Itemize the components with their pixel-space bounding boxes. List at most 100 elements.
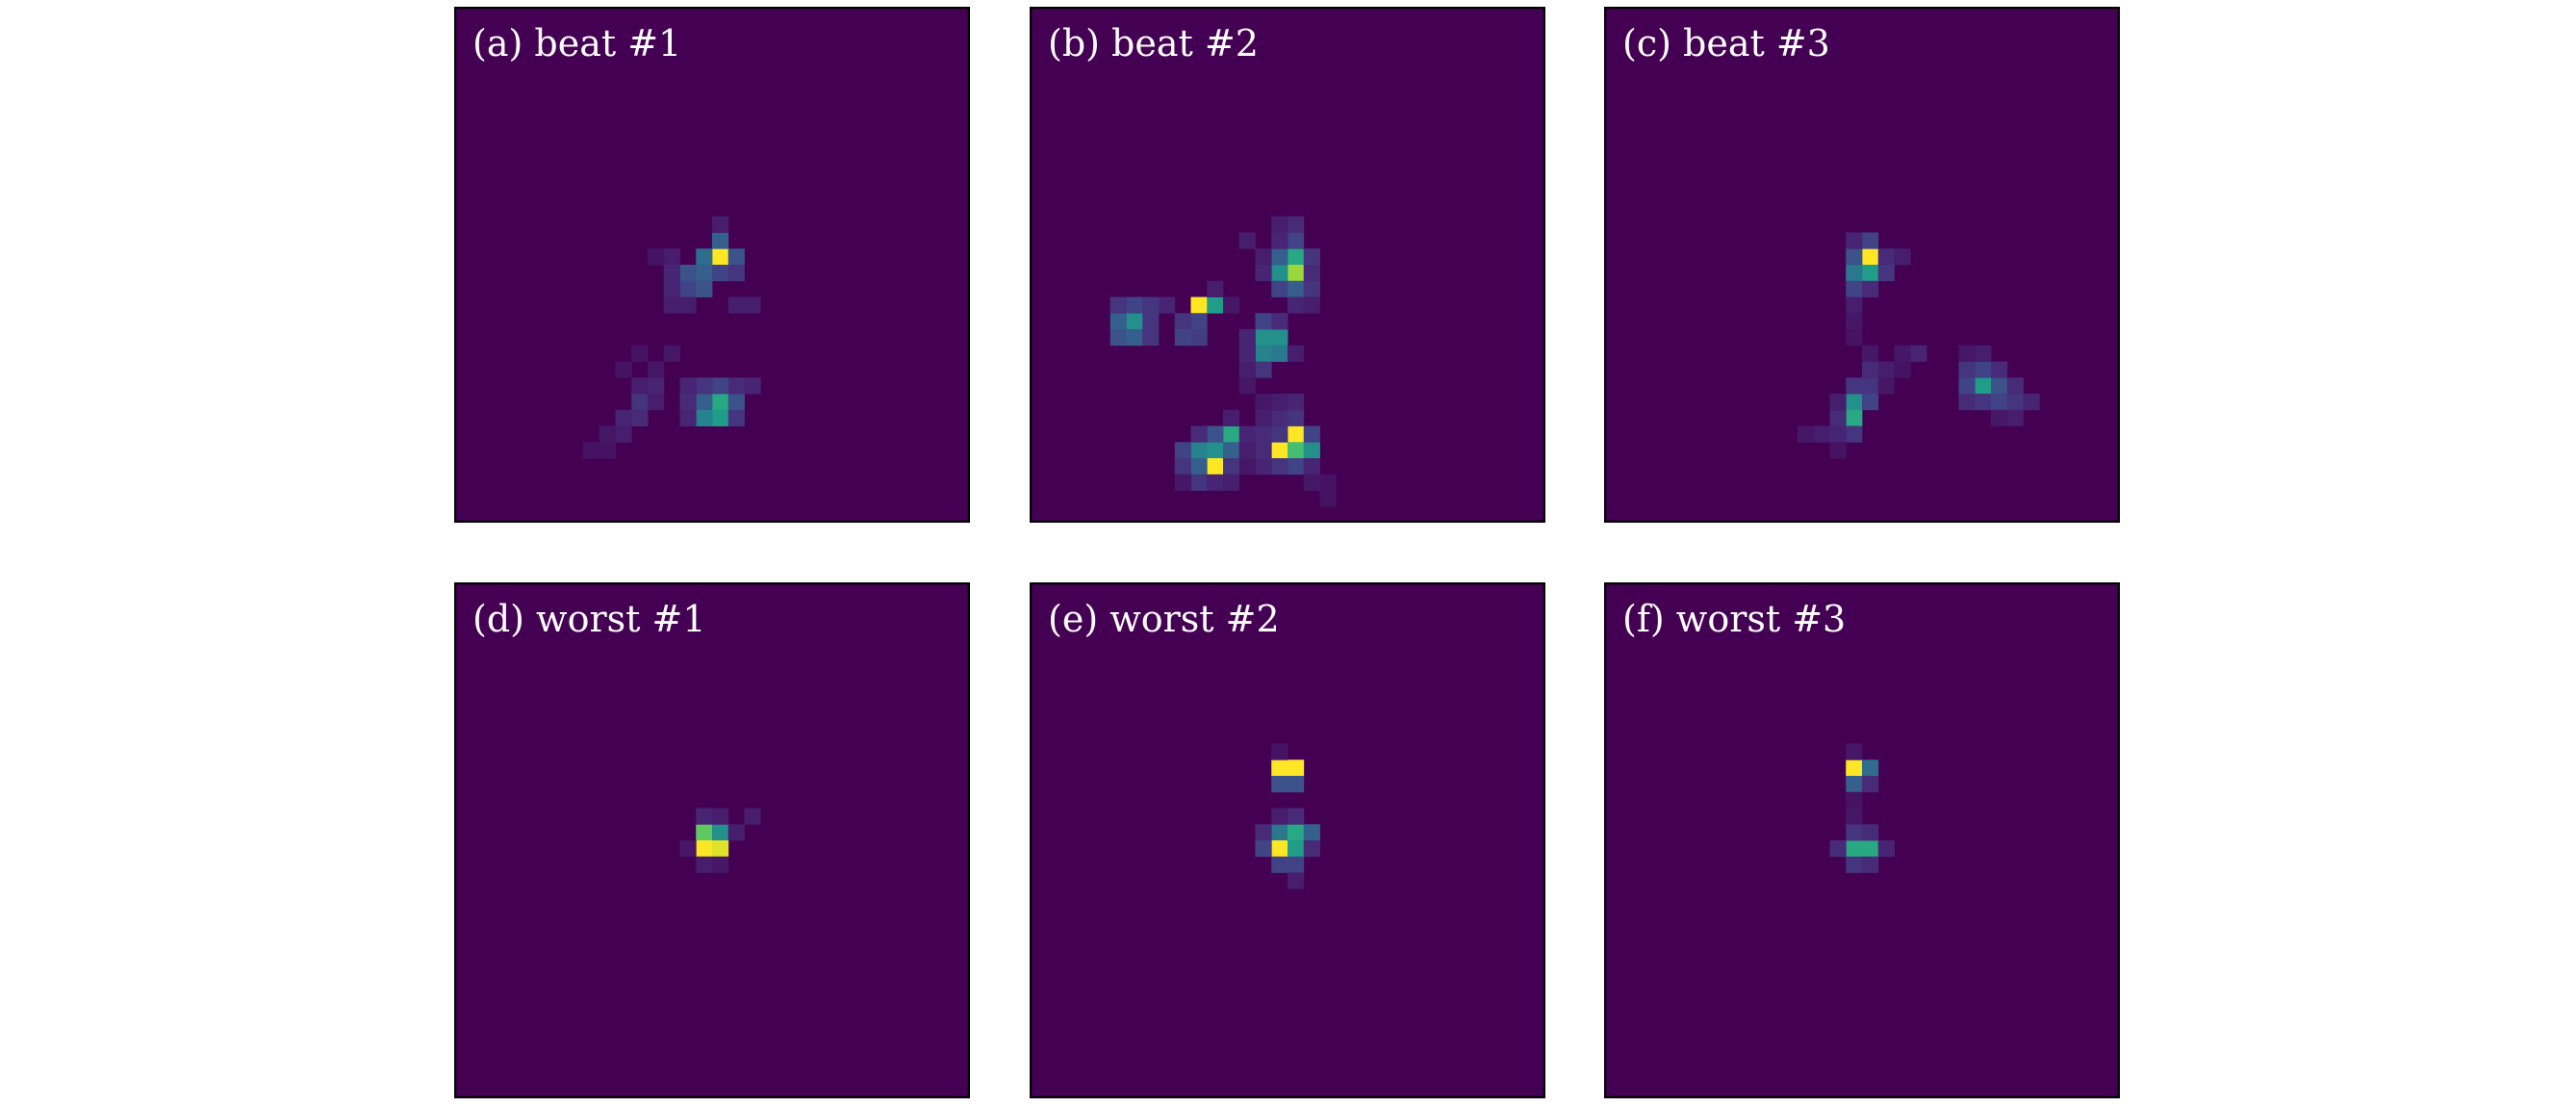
heatmap-cell: [1829, 409, 1847, 426]
heatmap-cell: [1862, 759, 1879, 777]
heatmap-cell: [663, 296, 680, 314]
heatmap-cell: [1829, 394, 1847, 411]
heatmap-cell: [599, 442, 616, 459]
heatmap-beat-3: [1604, 7, 2120, 523]
heatmap-cell: [727, 265, 745, 282]
heatmap-cell: [1846, 296, 1863, 314]
heatmap-cell: [679, 840, 697, 858]
heatmap-cell: [712, 248, 729, 266]
heatmap-cell: [696, 394, 713, 411]
heatmap-cell: [1288, 232, 1305, 249]
heatmap-cell: [1223, 296, 1240, 314]
heatmap-cell: [1190, 313, 1208, 330]
heatmap-cell: [727, 377, 745, 395]
heatmap-panel-worst-1: (d) worst #1: [454, 582, 970, 1098]
heatmap-cell: [1255, 248, 1272, 266]
heatmap-cell: [663, 280, 680, 297]
heatmap-cell: [1207, 474, 1224, 491]
heatmap-cell: [1975, 394, 1992, 411]
heatmap-cell: [1303, 265, 1320, 282]
heatmap-cell: [1288, 394, 1305, 411]
heatmap-cell: [648, 394, 665, 411]
heatmap-cell: [1190, 458, 1208, 476]
heatmap-cell: [1846, 791, 1863, 809]
plot-frame: [1604, 582, 2120, 1098]
heatmap-cell: [1958, 345, 1976, 362]
heatmap-cell: [1303, 474, 1320, 491]
heatmap-cell: [631, 345, 649, 362]
heatmap-cell: [1271, 232, 1288, 249]
heatmap-cell: [1862, 361, 1879, 378]
heatmap-cell: [696, 248, 713, 266]
heatmap-cell: [1288, 296, 1305, 314]
heatmap-cell: [1846, 824, 1863, 841]
heatmap-cell: [648, 361, 665, 378]
heatmap-cell: [1238, 425, 1256, 443]
heatmap-cell: [1288, 280, 1305, 297]
heatmap-cell: [1255, 409, 1272, 426]
heatmap-cell: [1894, 248, 1911, 266]
heatmap-cell: [712, 808, 729, 825]
heatmap-cell: [727, 824, 745, 841]
heatmap-cell: [1271, 840, 1288, 858]
heatmap-cell: [727, 409, 745, 426]
heatmap-cell: [1190, 442, 1208, 459]
heatmap-cell: [1829, 425, 1847, 443]
heatmap-cell: [615, 409, 632, 426]
heatmap-cell: [1142, 329, 1160, 347]
plot-frame: [1030, 7, 1545, 523]
heatmap-panel-worst-3: (f) worst #3: [1604, 582, 2120, 1098]
heatmap-cell: [663, 265, 680, 282]
heatmap-cell: [1223, 442, 1240, 459]
heatmap-panel-beat-2: (b) beat #2: [1030, 7, 1545, 523]
heatmap-cell: [1303, 458, 1320, 476]
heatmap-cell: [1238, 232, 1256, 249]
heatmap-cell: [1319, 474, 1337, 491]
heatmap-beat-2: [1030, 7, 1545, 523]
heatmap-cell: [1894, 345, 1911, 362]
heatmap-cell: [1271, 265, 1288, 282]
heatmap-cell: [1975, 361, 1992, 378]
heatmap-cell: [727, 248, 745, 266]
heatmap-cell: [1255, 265, 1272, 282]
heatmap-cell: [696, 824, 713, 841]
heatmap-cell: [1174, 329, 1191, 347]
heatmap-cell: [663, 248, 680, 266]
heatmap-cell: [1174, 474, 1191, 491]
heatmap-cell: [1958, 361, 1976, 378]
heatmap-cell: [1207, 442, 1224, 459]
plot-frame: [454, 582, 970, 1098]
heatmap-cell: [1126, 296, 1143, 314]
heatmap-cell: [1255, 824, 1272, 841]
heatmap-cell: [712, 394, 729, 411]
heatmap-cell: [712, 216, 729, 233]
heatmap-beat-1: [454, 7, 970, 523]
heatmap-cell: [1288, 248, 1305, 266]
heatmap-cell: [1894, 361, 1911, 378]
heatmap-cell: [2023, 394, 2040, 411]
heatmap-cell: [1862, 824, 1879, 841]
heatmap-cell: [2006, 377, 2024, 395]
heatmap-cell: [1862, 856, 1879, 873]
heatmap-cell: [1288, 840, 1305, 858]
heatmap-cell: [1271, 743, 1288, 760]
heatmap-cell: [1829, 442, 1847, 459]
heatmap-cell: [1288, 808, 1305, 825]
heatmap-cell: [1877, 361, 1895, 378]
heatmap-cell: [1126, 329, 1143, 347]
heatmap-cell: [1255, 442, 1272, 459]
heatmap-cell: [1846, 776, 1863, 793]
heatmap-cell: [1271, 824, 1288, 841]
heatmap-cell: [2006, 394, 2024, 411]
heatmap-cell: [1207, 425, 1224, 443]
heatmap-worst-1: [454, 582, 970, 1098]
heatmap-cell: [679, 296, 697, 314]
heatmap-cell: [1271, 313, 1288, 330]
heatmap-cell: [1846, 394, 1863, 411]
heatmap-cell: [1223, 409, 1240, 426]
heatmap-cell: [1862, 345, 1879, 362]
heatmap-cell: [1846, 808, 1863, 825]
heatmap-cell: [1288, 856, 1305, 873]
heatmap-cell: [1174, 458, 1191, 476]
